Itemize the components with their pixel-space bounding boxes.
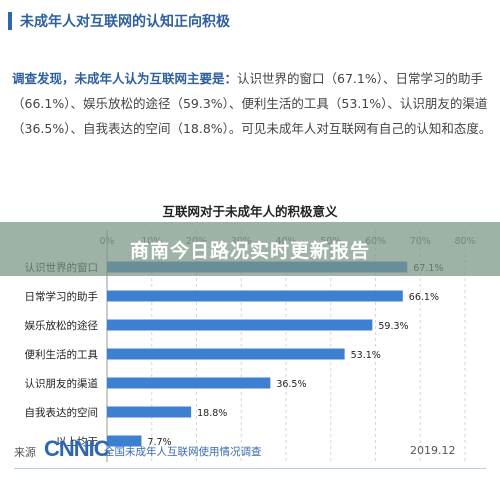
heading-accent-bar (8, 12, 12, 30)
overlay-banner: 商南今日路况实时更新报告 (0, 222, 500, 276)
bar (107, 348, 345, 360)
category-label: 便利生活的工具 (25, 348, 99, 361)
bar (107, 406, 192, 418)
report-date: 2019.12 (410, 444, 456, 457)
bar (107, 290, 403, 302)
report-name: 全国未成年人互联网使用情况调查 (104, 446, 262, 458)
bar (107, 435, 142, 447)
section-heading: 未成年人对互联网的认知正向积极 (8, 10, 230, 32)
category-label: 认识朋友的渠道 (25, 377, 99, 390)
source-label: 来源 (14, 446, 36, 459)
cnnic-logo: CNNIC (44, 436, 110, 461)
summary-paragraph: 调查发现，未成年人认为互联网主要是：认识世界的窗口（67.1%）、日常学习的助手… (12, 66, 492, 141)
footer-divider (14, 468, 486, 469)
value-label: 7.7% (147, 437, 171, 448)
bar (107, 319, 373, 331)
summary-lead: 调查发现，未成年人认为互联网主要是： (12, 71, 238, 86)
category-label: 自我表达的空间 (25, 406, 99, 419)
value-label: 53.1% (351, 350, 381, 361)
summary-body: 认识世界的窗口（67.1%）、日常学习的助手（66.1%）、娱乐放松的途径（59… (12, 71, 492, 136)
section-title: 未成年人对互联网的认知正向积极 (20, 14, 230, 30)
value-label: 66.1% (409, 292, 439, 303)
chart-title: 互联网对于未成年人的积极意义 (162, 204, 338, 219)
value-label: 36.5% (276, 379, 306, 390)
bar (107, 377, 271, 389)
category-label: 娱乐放松的途径 (25, 319, 99, 332)
banner-text: 商南今日路况实时更新报告 (129, 239, 370, 262)
category-label: 以上均无 (56, 436, 98, 448)
category-label: 日常学习的助手 (25, 290, 99, 303)
value-label: 18.8% (197, 408, 227, 419)
value-label: 59.3% (378, 321, 408, 332)
